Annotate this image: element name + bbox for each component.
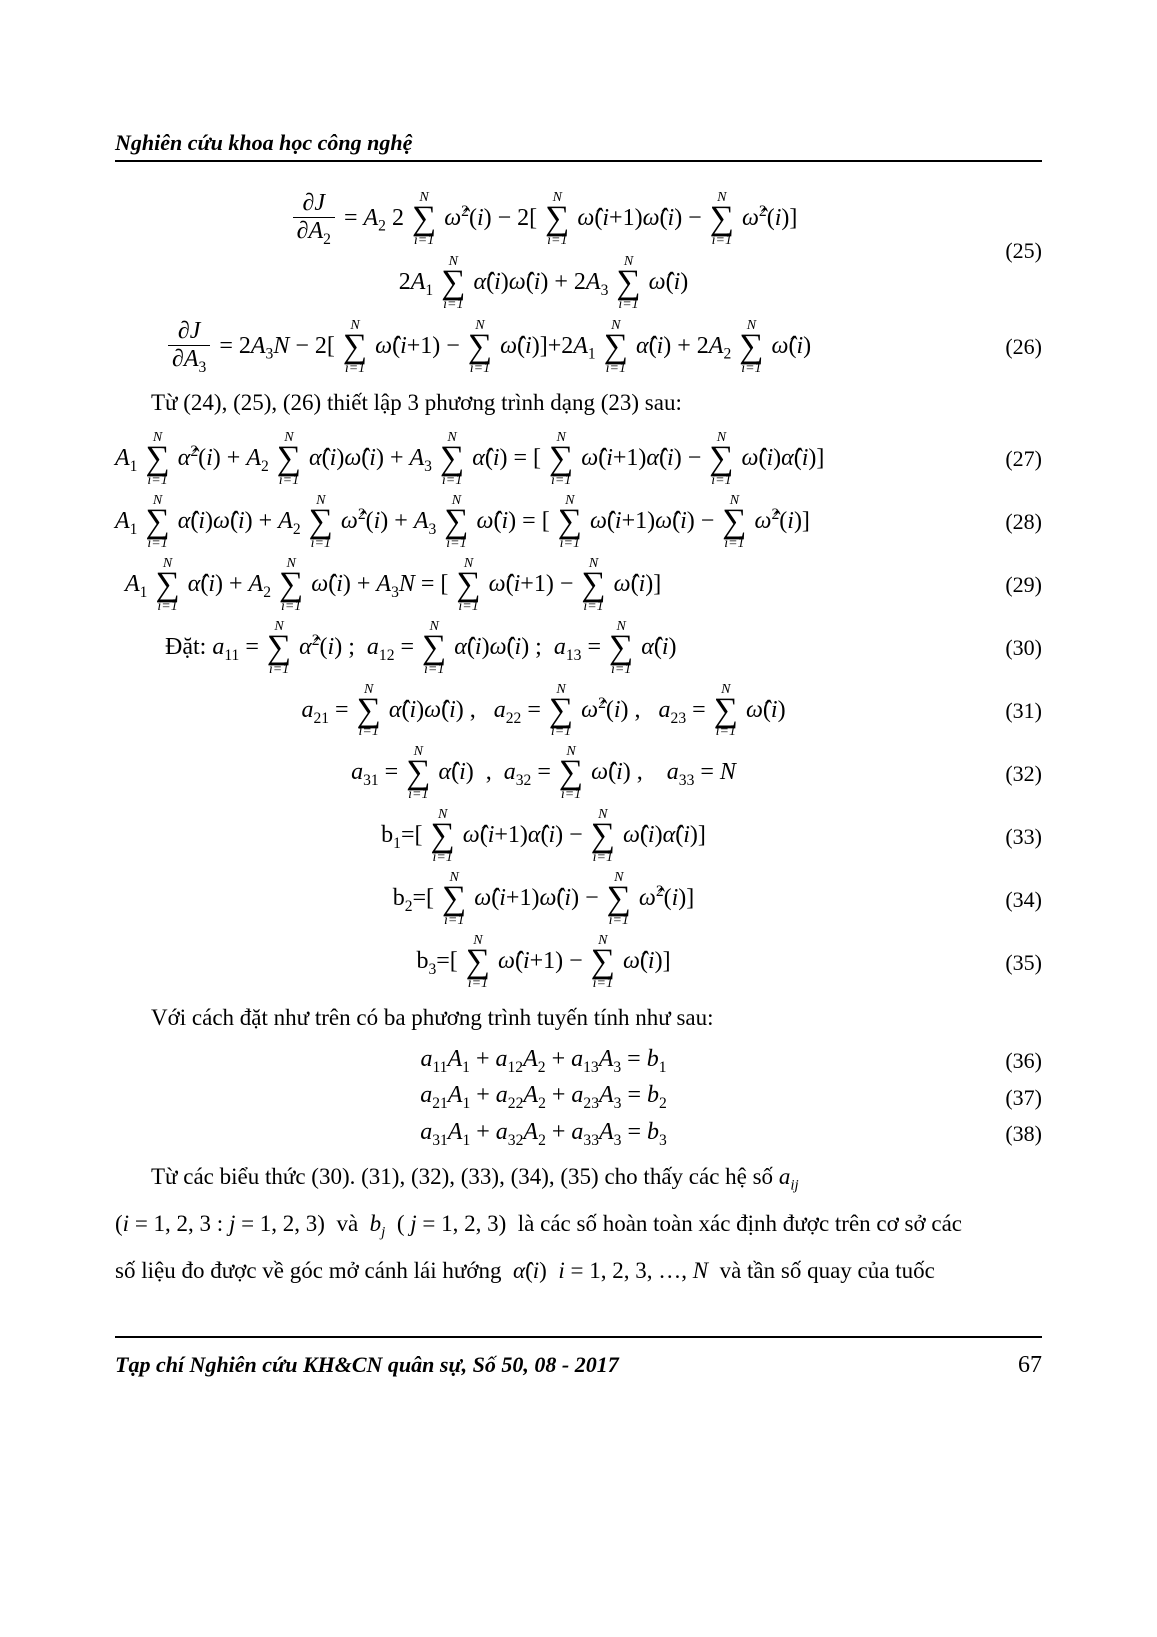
equation-25-body: ∂J∂A2 = A2 2 N∑i=1 ω̂2(i) − 2[ N∑i=1 ω̂(… [115,190,972,312]
paragraph-1: Từ (24), (25), (26) thiết lập 3 phương t… [115,386,1042,421]
equation-number-34: (34) [972,887,1042,913]
equation-34-body: b2=[ N∑i=1 ω̂(i+1)ω̂(i) − N∑i=1 ω̂2(i)] [115,871,972,928]
equation-30-prefix: Đặt: [165,634,212,660]
equation-number-26: (26) [972,334,1042,360]
paragraph-2: Với cách đặt như trên có ba phương trình… [115,1001,1042,1036]
equation-28-body: A1 N∑i=1 α̂(i)ω̂(i) + A2 N∑i=1 ω̂2(i) + … [115,494,972,551]
equation-25: ∂J∂A2 = A2 2 N∑i=1 ω̂2(i) − 2[ N∑i=1 ω̂(… [115,190,1042,312]
equation-number-29: (29) [972,572,1042,598]
paragraph-3: Từ các biểu thức (30). (31), (32), (33),… [115,1160,1042,1197]
running-header: Nghiên cứu khoa học công nghệ [115,130,1042,162]
footer-page-number: 67 [1018,1352,1042,1379]
equation-28: A1 N∑i=1 α̂(i)ω̂(i) + A2 N∑i=1 ω̂2(i) + … [115,494,1042,551]
equation-37-body: a21A1 + a22A2 + a23A3 = b2 [115,1082,972,1113]
equation-35: b3=[ N∑i=1 ω̂(i+1) − N∑i=1 ω̂(i)] (35) [115,934,1042,991]
equation-26-body: ∂J∂A3 = 2A3N − 2[ N∑i=1 ω̂(i+1) − N∑i=1 … [115,318,972,377]
paragraph-4: (i = 1, 2, 3 : j = 1, 2, 3) và bj ( j = … [115,1207,1042,1244]
equation-32-body: a31 = N∑i=1 α̂(i) , a32 = N∑i=1 ω̂(i) , … [115,745,972,802]
equation-number-32: (32) [972,761,1042,787]
equation-30-body: Đặt: a11 = N∑i=1 α̂2(i) ; a12 = N∑i=1 α̂… [115,620,972,677]
equation-31: a21 = N∑i=1 α̂(i)ω̂(i) , a22 = N∑i=1 ω̂2… [115,683,1042,740]
equation-number-35: (35) [972,950,1042,976]
footer: Tạp chí Nghiên cứu KH&CN quân sự, Số 50,… [115,1336,1042,1379]
equation-number-33: (33) [972,824,1042,850]
equation-number-27: (27) [972,446,1042,472]
equation-number-36: (36) [972,1048,1042,1074]
equation-38-body: a31A1 + a32A2 + a33A3 = b3 [115,1119,972,1150]
equation-37: a21A1 + a22A2 + a23A3 = b2 (37) [115,1082,1042,1113]
equation-number-25: (25) [972,238,1042,264]
equation-27-body: A1 N∑i=1 α̂2(i) + A2 N∑i=1 α̂(i)ω̂(i) + … [115,431,972,488]
equation-36-body: a11A1 + a12A2 + a13A3 = b1 [115,1046,972,1077]
equation-29-body: A1 N∑i=1 α̂(i) + A2 N∑i=1 ω̂(i) + A3N = … [115,557,972,614]
paragraph-3a: Từ các biểu thức (30). (31), (32), (33),… [151,1164,779,1189]
equation-34: b2=[ N∑i=1 ω̂(i+1)ω̂(i) − N∑i=1 ω̂2(i)] … [115,871,1042,928]
page: Nghiên cứu khoa học công nghệ ∂J∂A2 = A2… [0,0,1157,1637]
footer-journal: Tạp chí Nghiên cứu KH&CN quân sự, Số 50,… [115,1352,619,1378]
equation-30: Đặt: a11 = N∑i=1 α̂2(i) ; a12 = N∑i=1 α̂… [115,620,1042,677]
equation-number-37: (37) [972,1085,1042,1111]
equation-31-body: a21 = N∑i=1 α̂(i)ω̂(i) , a22 = N∑i=1 ω̂2… [115,683,972,740]
equation-number-30: (30) [972,635,1042,661]
equation-number-28: (28) [972,509,1042,535]
equation-number-31: (31) [972,698,1042,724]
equation-26: ∂J∂A3 = 2A3N − 2[ N∑i=1 ω̂(i+1) − N∑i=1 … [115,318,1042,377]
equation-27: A1 N∑i=1 α̂2(i) + A2 N∑i=1 α̂(i)ω̂(i) + … [115,431,1042,488]
equation-33: b1=[ N∑i=1 ω̂(i+1)α̂(i) − N∑i=1 ω̂(i)α̂(… [115,808,1042,865]
equation-38: a31A1 + a32A2 + a33A3 = b3 (38) [115,1119,1042,1150]
equation-32: a31 = N∑i=1 α̂(i) , a32 = N∑i=1 ω̂(i) , … [115,745,1042,802]
equation-33-body: b1=[ N∑i=1 ω̂(i+1)α̂(i) − N∑i=1 ω̂(i)α̂(… [115,808,972,865]
equation-29: A1 N∑i=1 α̂(i) + A2 N∑i=1 ω̂(i) + A3N = … [115,557,1042,614]
equation-number-38: (38) [972,1121,1042,1147]
equation-35-body: b3=[ N∑i=1 ω̂(i+1) − N∑i=1 ω̂(i)] [115,934,972,991]
paragraph-5: số liệu đo được về góc mở cánh lái hướng… [115,1254,1042,1289]
equation-36: a11A1 + a12A2 + a13A3 = b1 (36) [115,1046,1042,1077]
coef-aij: aij [779,1164,799,1189]
